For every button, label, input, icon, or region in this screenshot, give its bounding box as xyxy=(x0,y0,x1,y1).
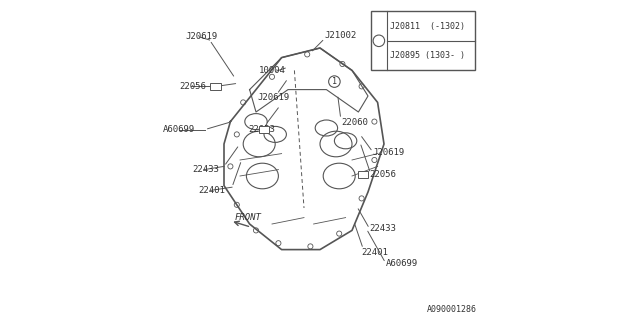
Text: 22053: 22053 xyxy=(248,125,275,134)
Text: J20895 (1303- ): J20895 (1303- ) xyxy=(390,51,465,60)
Text: A60699: A60699 xyxy=(163,125,195,134)
Text: A090001286: A090001286 xyxy=(427,305,477,314)
Text: J21002: J21002 xyxy=(325,31,357,40)
FancyBboxPatch shape xyxy=(210,83,221,90)
Text: 22433: 22433 xyxy=(370,224,396,233)
Text: J20619: J20619 xyxy=(186,32,218,41)
Text: 1: 1 xyxy=(376,36,381,45)
Text: 1: 1 xyxy=(332,77,337,86)
Text: 22056: 22056 xyxy=(179,82,206,91)
Text: 10004: 10004 xyxy=(259,66,286,75)
FancyBboxPatch shape xyxy=(371,11,476,70)
Text: 22401: 22401 xyxy=(361,248,388,257)
Text: 22060: 22060 xyxy=(342,118,369,127)
FancyBboxPatch shape xyxy=(259,126,269,133)
Text: J20619: J20619 xyxy=(372,148,405,156)
Text: 22056: 22056 xyxy=(370,170,396,179)
Text: 22433: 22433 xyxy=(192,165,219,174)
Text: J20811  (-1302): J20811 (-1302) xyxy=(390,21,465,30)
Text: FRONT: FRONT xyxy=(235,213,261,222)
Text: A60699: A60699 xyxy=(385,260,418,268)
Text: 22401: 22401 xyxy=(198,186,225,195)
FancyBboxPatch shape xyxy=(358,171,368,178)
Text: J20619: J20619 xyxy=(258,93,290,102)
